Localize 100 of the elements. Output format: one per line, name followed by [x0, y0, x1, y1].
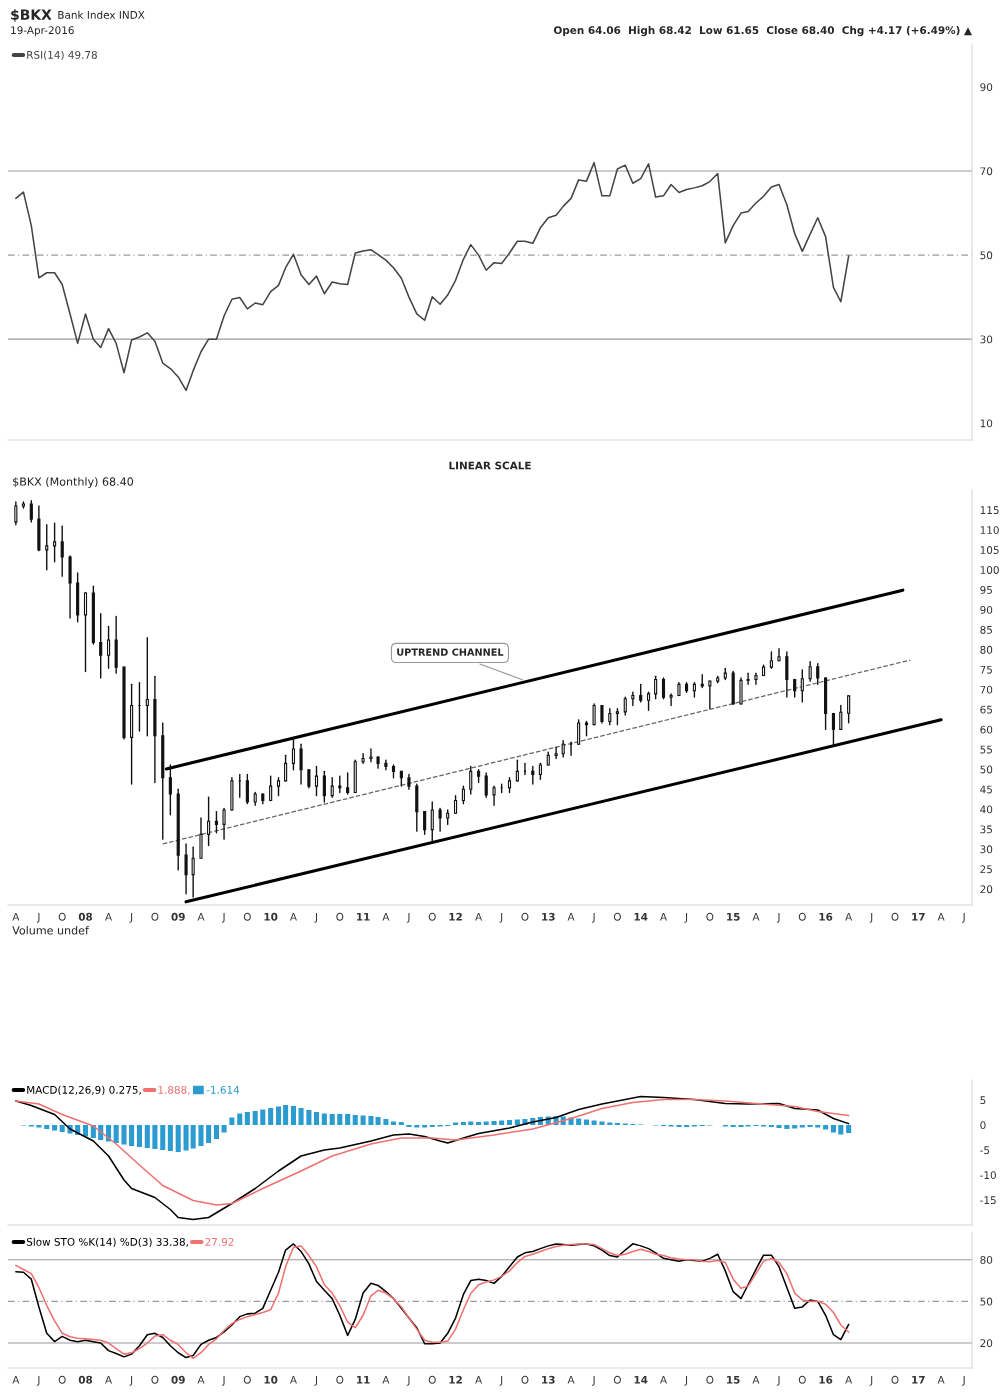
y-tick-label: -5	[980, 1146, 990, 1155]
x-tick-label: A	[197, 1375, 205, 1384]
y-tick-label: 30	[980, 335, 993, 344]
bar	[52, 1125, 58, 1131]
x-tick-label: 15	[727, 912, 740, 921]
candlestick	[430, 801, 434, 842]
candlestick	[554, 746, 558, 760]
candlestick	[484, 772, 488, 798]
bar	[244, 1112, 250, 1125]
y-tick-label: 115	[980, 506, 999, 515]
x-tick-label: 10	[264, 912, 278, 921]
candlestick	[746, 672, 750, 686]
candlestick	[184, 843, 188, 895]
chart-title: $BKX	[11, 9, 52, 22]
y-tick-label: 30	[980, 845, 993, 854]
x-tick-label: 12	[449, 1375, 462, 1384]
x-tick-label: A	[845, 1375, 853, 1384]
candlestick	[207, 796, 211, 847]
y-tick-label: 55	[980, 745, 992, 754]
candlestick	[847, 695, 851, 724]
bar	[36, 1125, 42, 1128]
y-tick-label: 20	[980, 885, 993, 894]
bar	[383, 1119, 389, 1125]
y-tick-label: 60	[980, 725, 993, 734]
x-tick-label: J	[592, 912, 595, 923]
bar	[136, 1125, 142, 1147]
y-tick-label: 45	[980, 785, 992, 794]
candlestick	[60, 525, 64, 577]
x-tick-label: O	[151, 1375, 159, 1384]
x-tick-label: J	[314, 1375, 318, 1386]
y-tick-label: 105	[980, 546, 999, 554]
candlestick	[361, 753, 365, 765]
y-tick-label: -15	[980, 1196, 996, 1205]
candlestick	[29, 500, 33, 523]
x-tick-label: A	[289, 912, 297, 921]
x-tick-label: J	[684, 912, 688, 923]
x-tick-label: A	[475, 1375, 483, 1384]
y-tick-label: 80	[980, 1255, 993, 1264]
x-tick-label: A	[289, 1375, 297, 1384]
x-tick-label: O	[336, 912, 344, 921]
x-tick-label: A	[105, 912, 113, 921]
legend-label: MACD(12,26,9) 0.275,	[27, 1085, 141, 1096]
candlestick	[269, 775, 273, 802]
text: Volume undef	[12, 925, 90, 935]
candlestick	[808, 660, 812, 682]
x-tick-label: 10	[264, 1375, 278, 1384]
x-tick-label: O	[58, 912, 66, 921]
x-tick-label: 15	[727, 1375, 740, 1384]
x-tick-label: 13	[542, 912, 555, 921]
x-tick-label: A	[752, 912, 760, 921]
candlestick	[53, 522, 57, 563]
y-tick-label: 70	[980, 167, 993, 176]
y-tick-label: 110	[980, 526, 999, 535]
x-tick-label: J	[869, 912, 873, 923]
bar	[260, 1109, 266, 1125]
legend-label: 27.92	[205, 1237, 234, 1246]
candlestick	[369, 748, 373, 763]
candlestick	[322, 770, 326, 803]
candlestick	[314, 765, 319, 797]
x-tick-label: A	[382, 1375, 390, 1384]
y-tick-label: 80	[980, 645, 993, 654]
legend-label: -1.614	[206, 1085, 240, 1094]
chart-subtitle: Bank Index INDX	[58, 10, 145, 19]
bar	[784, 1125, 790, 1129]
bar	[398, 1122, 404, 1125]
y-tick-label: 90	[980, 83, 993, 92]
x-tick-label: A	[752, 1375, 760, 1384]
bar	[59, 1125, 65, 1132]
y-tick-label: 20	[980, 1339, 993, 1348]
candlestick	[816, 662, 820, 686]
candlestick	[284, 754, 288, 782]
bar	[298, 1108, 304, 1125]
y-tick-label: 90	[980, 605, 993, 614]
bar	[476, 1122, 482, 1125]
y-tick-label: -10	[980, 1171, 996, 1180]
y-tick-label: 75	[980, 665, 992, 674]
bar	[468, 1121, 474, 1125]
candlestick	[631, 691, 635, 707]
x-tick-label: J	[314, 912, 318, 923]
x-tick-label: 14	[634, 912, 648, 921]
x-tick-label: J	[869, 1375, 873, 1386]
x-tick-label: 08	[78, 1375, 93, 1384]
x-tick-label: J	[36, 912, 40, 923]
x-tick-label: A	[567, 912, 575, 921]
bar	[491, 1121, 497, 1125]
chart-title: $BKX (Monthly) 68.40	[13, 477, 134, 488]
candlestick	[199, 817, 203, 860]
bar	[823, 1125, 829, 1130]
x-tick-label: A	[660, 912, 667, 921]
x-tick-label: A	[845, 912, 853, 921]
y-tick-label: 0	[980, 1121, 986, 1130]
x-tick-label: J	[592, 1375, 595, 1386]
x-tick-label: J	[499, 1375, 503, 1386]
bar	[506, 1120, 513, 1125]
x-tick-label: O	[58, 1375, 66, 1384]
text: Open 64.06 High 68.42 Low 61.65 Close 68.40 Chg +4.17 (+6.49%) ▲	[553, 26, 972, 37]
bar	[290, 1106, 296, 1125]
x-tick-label: A	[105, 1375, 113, 1384]
candlestick	[438, 807, 442, 832]
bar	[345, 1114, 351, 1125]
